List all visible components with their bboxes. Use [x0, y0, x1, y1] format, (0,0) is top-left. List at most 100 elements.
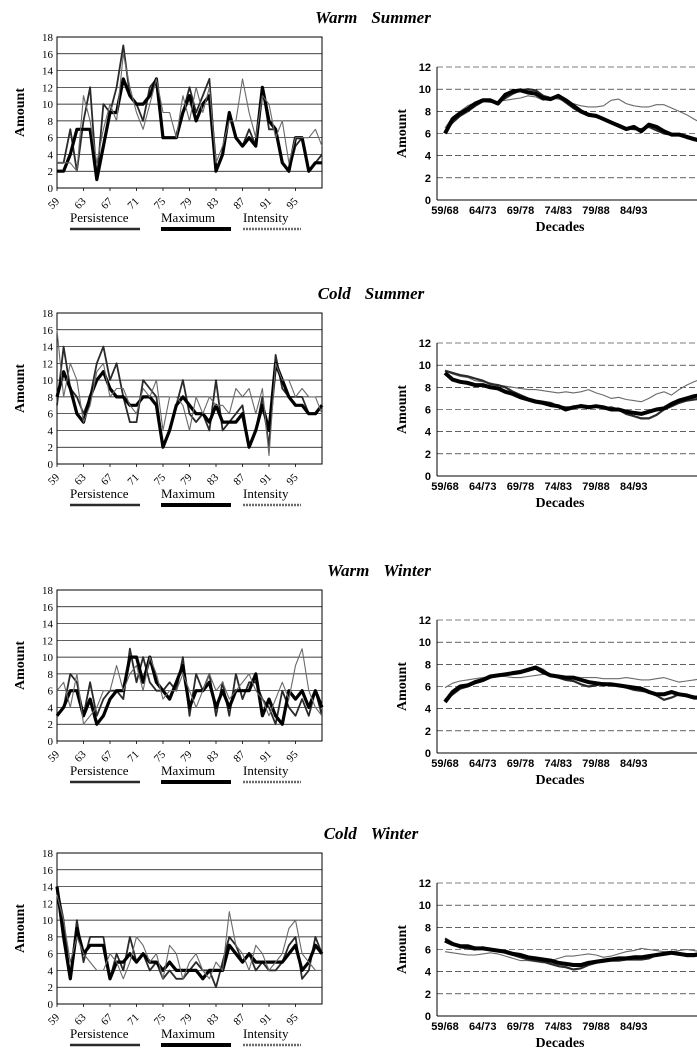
- y-tick-label: 16: [42, 602, 54, 614]
- x-tick-label: 59: [46, 195, 63, 212]
- y-tick-label: 8: [48, 669, 54, 681]
- y-tick-label: 0: [48, 736, 54, 748]
- y-axis-label: Amount: [395, 109, 410, 158]
- y-axis-label: Amount: [395, 385, 410, 434]
- y-tick-label: 6: [48, 949, 54, 961]
- y-tick-label: 4: [48, 702, 54, 714]
- y-tick-label: 12: [42, 635, 53, 647]
- x-tick-label: 69/78: [507, 205, 535, 217]
- y-tick-label: 2: [48, 166, 54, 178]
- section-title: Warm Summer: [315, 8, 431, 27]
- legend-label-persistence: Persistence: [70, 486, 129, 501]
- y-tick-label: 8: [425, 106, 431, 118]
- y-axis-label: Amount: [395, 925, 410, 974]
- y-tick-label: 18: [42, 308, 54, 320]
- section-title: Cold Winter: [324, 824, 419, 843]
- section-title-word: Warm: [315, 8, 357, 27]
- series-line-intensity: [56, 894, 322, 980]
- y-tick-label: 0: [48, 183, 54, 195]
- y-axis-label: Amount: [13, 641, 28, 690]
- y-tick-label: 2: [425, 726, 431, 738]
- y-tick-label: 0: [425, 748, 431, 760]
- section-title-word: Summer: [371, 8, 431, 27]
- legend-label-intensity: Intensity: [243, 210, 289, 225]
- y-tick-label: 10: [419, 84, 431, 96]
- series-line-maximum: [55, 361, 324, 449]
- y-tick-label: 14: [42, 66, 54, 78]
- y-tick-label: 2: [425, 989, 431, 1001]
- y-tick-label: 2: [48, 442, 54, 454]
- y-tick-label: 0: [48, 999, 54, 1011]
- y-tick-label: 10: [42, 99, 54, 111]
- x-tick-label: 74/83: [544, 481, 572, 493]
- section-title-word: Summer: [365, 284, 425, 303]
- x-tick-label: 64/73: [469, 1021, 497, 1033]
- section-title: Warm Winter: [327, 561, 431, 580]
- plot-frame: [56, 852, 323, 1005]
- y-tick-label: 18: [42, 32, 54, 44]
- x-tick-label: 59/68: [431, 758, 459, 770]
- y-tick-label: 8: [48, 392, 54, 404]
- y-tick-label: 10: [42, 915, 54, 927]
- legend-label-maximum: Maximum: [161, 1026, 215, 1041]
- section-title-word: Cold: [324, 824, 358, 843]
- series-line-persistence: [444, 369, 697, 420]
- x-tick-label: 69/78: [507, 1021, 535, 1033]
- y-tick-label: 4: [48, 965, 54, 977]
- x-axis-label: Decades: [536, 773, 586, 788]
- x-axis-label: Decades: [536, 220, 586, 235]
- x-tick-label: 69/78: [507, 481, 535, 493]
- x-tick-label: 64/73: [469, 481, 497, 493]
- y-tick-label: 16: [42, 325, 54, 337]
- series-line-maximum: [57, 77, 322, 182]
- y-tick-label: 18: [42, 585, 54, 597]
- y-tick-label: 0: [425, 471, 431, 483]
- section-title: Cold Summer: [318, 284, 425, 303]
- y-tick-label: 16: [42, 865, 54, 877]
- y-tick-label: 14: [42, 342, 54, 354]
- legend-label-intensity: Intensity: [243, 486, 289, 501]
- x-tick-label: 59/68: [431, 1021, 459, 1033]
- y-tick-label: 4: [425, 427, 432, 439]
- y-tick-label: 12: [42, 358, 53, 370]
- y-tick-label: 8: [48, 116, 54, 128]
- x-tick-label: 79/88: [582, 758, 610, 770]
- y-tick-label: 8: [425, 922, 431, 934]
- series-line-intensity: [444, 947, 697, 964]
- y-axis-label: Amount: [13, 904, 28, 953]
- x-tick-label: 74/83: [544, 1021, 572, 1033]
- y-tick-label: 4: [425, 967, 432, 979]
- y-tick-label: 18: [42, 848, 54, 860]
- x-tick-label: 79/88: [582, 205, 610, 217]
- y-tick-label: 10: [42, 652, 54, 664]
- y-tick-label: 10: [42, 375, 54, 387]
- legend-label-persistence: Persistence: [70, 763, 129, 778]
- y-tick-label: 6: [425, 945, 431, 957]
- y-tick-label: 6: [48, 686, 54, 698]
- x-tick-label: 59/68: [431, 205, 459, 217]
- y-tick-label: 16: [42, 49, 54, 61]
- y-tick-label: 12: [419, 62, 431, 74]
- series-line-maximum: [443, 88, 697, 142]
- x-tick-label: 59: [46, 748, 63, 765]
- x-axis-label: Decades: [536, 496, 586, 511]
- x-tick-label: 59: [46, 471, 63, 488]
- series-line-maximum: [444, 938, 697, 967]
- y-tick-label: 0: [425, 1011, 431, 1023]
- y-tick-label: 10: [419, 900, 431, 912]
- y-tick-label: 14: [42, 882, 54, 894]
- legend-label-maximum: Maximum: [161, 210, 215, 225]
- series-line-intensity: [56, 329, 323, 457]
- y-tick-label: 8: [425, 659, 431, 671]
- y-tick-label: 12: [42, 82, 53, 94]
- series-line-maximum: [55, 655, 324, 726]
- x-tick-label: 74/83: [544, 758, 572, 770]
- y-tick-label: 6: [425, 129, 431, 141]
- legend-label-intensity: Intensity: [243, 763, 289, 778]
- x-tick-label: 59: [46, 1011, 63, 1028]
